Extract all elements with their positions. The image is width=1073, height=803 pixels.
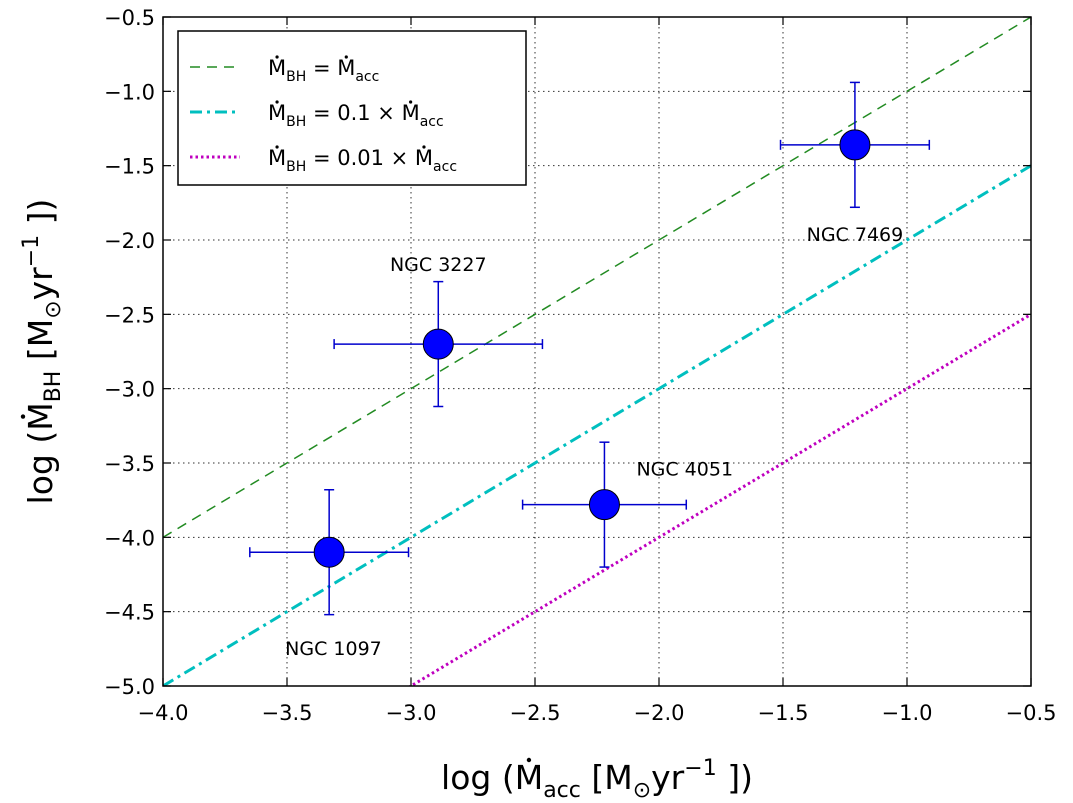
y-tick-label: −4.0 <box>104 526 155 550</box>
y-axis-title-symbol: M <box>21 402 60 430</box>
x-axis-title-sun: ⊙ <box>633 778 651 803</box>
x-axis-title-exp: −1 <box>684 756 716 781</box>
reference-lines <box>163 17 1031 686</box>
x-tick-label: −4.0 <box>138 701 189 725</box>
legend-lhs: M <box>268 146 286 170</box>
legend-mid: = 0.01 × <box>306 146 415 170</box>
data-point: NGC 1097 <box>249 489 410 660</box>
axis-titles: log (Macc [M⊙yr−1 ])log (MBH [M⊙yr−1 ]) <box>19 199 753 803</box>
point-label: NGC 3227 <box>390 254 487 276</box>
y-tick-label: −1.5 <box>104 155 155 179</box>
y-axis-title-overdot <box>20 414 26 419</box>
y-axis-title-sub: BH <box>41 371 66 403</box>
point-label: NGC 4051 <box>636 459 733 481</box>
legend-lhs: M <box>268 56 286 80</box>
y-tick-label: −3.0 <box>104 378 155 402</box>
legend-mid: = 0.1 × <box>306 101 401 125</box>
legend-rhs-sub: acc <box>355 69 379 85</box>
y-axis-title-suffix: ]) <box>21 199 60 235</box>
x-axis-title-symbol: M <box>515 758 543 797</box>
y-axis-title-unit: yr <box>21 267 60 301</box>
y-tick-label: −1.0 <box>104 80 155 104</box>
legend-entry: MBH = Macc <box>268 56 379 85</box>
x-tick-label: −3.0 <box>386 701 437 725</box>
point-marker <box>839 129 871 161</box>
x-tick-label: −3.5 <box>262 701 313 725</box>
y-axis-title-bracket: [M <box>21 319 60 371</box>
point-marker <box>588 489 620 521</box>
overdot <box>275 55 279 59</box>
legend-lhs: M <box>268 101 286 125</box>
x-tick-label: −0.5 <box>1006 701 1057 725</box>
y-axis-title-prefix: log ( <box>21 431 60 505</box>
legend-entry: MBH = 0.1 × Macc <box>268 101 444 130</box>
point-marker <box>313 536 345 568</box>
point-label: NGC 1097 <box>285 638 382 660</box>
overdot <box>275 145 279 149</box>
y-axis-title: log (MBH [M⊙yr−1 ]) <box>19 199 66 505</box>
point-label: NGC 7469 <box>807 224 904 246</box>
y-tick-label: −2.5 <box>104 303 155 327</box>
legend-entry: MBH = 0.01 × Macc <box>268 146 457 175</box>
legend-mid: = <box>306 56 337 80</box>
x-tick-label: −2.0 <box>634 701 685 725</box>
data-point: NGC 3227 <box>333 254 544 408</box>
plot-frame <box>162 16 1032 687</box>
x-axis-title-bracket: [M <box>581 758 633 797</box>
legend-rhs: M <box>415 146 433 170</box>
data-points: NGC 1097 NGC 3227 NGC 4051 NGC 7469 <box>249 81 931 660</box>
y-tick-label: −5.0 <box>104 675 155 699</box>
legend-box <box>177 30 527 186</box>
legend-lhs-sub: BH <box>286 159 306 175</box>
axis-ticks: −4.0 −3.5 −3.0 −2.5 −2.0 −1.5 −1.0 −0.5 −5.0 −4.5… <box>104 6 1057 725</box>
x-axis-title: log (Macc [M⊙yr−1 ]) <box>441 756 753 803</box>
x-tick-label: −1.0 <box>882 701 933 725</box>
y-tick-label: −2.0 <box>104 229 155 253</box>
reference-line-dashdot <box>163 164 1031 686</box>
overdot <box>275 100 279 104</box>
y-tick-label: −4.5 <box>104 601 155 625</box>
legend-rhs: M <box>402 101 420 125</box>
overdot <box>409 100 413 104</box>
y-axis-title-exp: −1 <box>19 235 44 267</box>
legend-rhs: M <box>337 56 355 80</box>
point-marker <box>422 328 454 360</box>
data-point: NGC 4051 <box>521 441 733 568</box>
x-axis-title-unit: yr <box>651 758 685 797</box>
x-axis-title-overdot <box>526 757 532 763</box>
x-tick-label: −2.5 <box>510 701 561 725</box>
y-tick-label: −0.5 <box>104 6 155 30</box>
y-axis-title-sun: ⊙ <box>41 300 66 318</box>
data-point: NGC 7469 <box>779 81 931 246</box>
legend-lhs-sub: BH <box>286 114 306 130</box>
x-axis-title-sub: acc <box>543 778 581 803</box>
x-axis-title-prefix: log ( <box>441 758 515 797</box>
overdot <box>344 55 348 59</box>
legend-rhs-sub: acc <box>433 159 457 175</box>
legend-lhs-sub: BH <box>286 69 306 85</box>
x-axis-title-suffix: ]) <box>717 758 753 797</box>
reference-line-dotted <box>408 313 1031 686</box>
y-tick-label: −3.5 <box>104 452 155 476</box>
legend-rhs-sub: acc <box>420 114 444 130</box>
overdot <box>422 145 426 149</box>
x-tick-label: −1.5 <box>758 701 809 725</box>
